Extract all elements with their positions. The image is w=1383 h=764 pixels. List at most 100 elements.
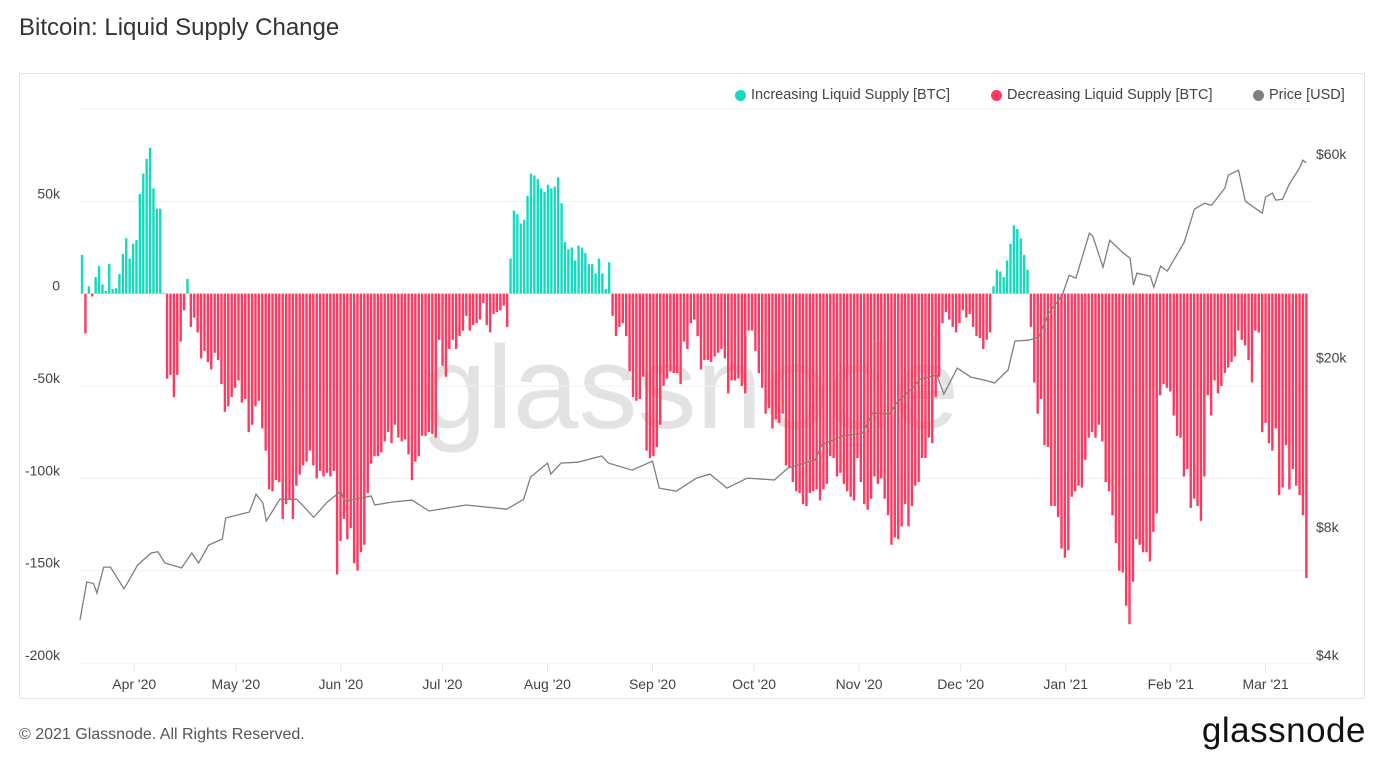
bar-decreasing — [903, 293, 907, 505]
bar-decreasing — [866, 293, 869, 510]
bar-increasing — [159, 208, 162, 294]
bar-decreasing — [920, 293, 924, 459]
bar-decreasing — [1067, 293, 1070, 551]
bar-decreasing — [1271, 293, 1274, 451]
bar-decreasing — [900, 293, 903, 527]
bar-decreasing — [706, 293, 710, 361]
bar-decreasing — [713, 293, 716, 357]
bar-decreasing — [1291, 293, 1294, 470]
bar-decreasing — [359, 293, 363, 553]
bar-decreasing — [369, 293, 373, 464]
bar-decreasing — [199, 293, 203, 359]
bar-increasing — [101, 284, 104, 294]
bar-decreasing — [665, 293, 669, 379]
legend-item-decreasing[interactable]: Decreasing Liquid Supply [BTC] — [991, 87, 1213, 103]
bar-decreasing — [710, 293, 713, 362]
bar-decreasing — [431, 293, 434, 435]
bar-decreasing — [210, 293, 213, 370]
bar-decreasing — [1050, 293, 1053, 507]
bar-decreasing — [1152, 293, 1155, 532]
bar-decreasing — [1118, 293, 1121, 571]
bar-decreasing — [1213, 293, 1216, 381]
bar-decreasing — [791, 293, 795, 483]
glassnode-logo: glassnode — [1201, 711, 1366, 750]
bar-decreasing — [478, 293, 482, 320]
bar-decreasing — [672, 293, 675, 374]
bar-decreasing — [1257, 293, 1260, 333]
bar-decreasing — [373, 293, 376, 457]
bar-increasing — [546, 184, 550, 294]
bar-decreasing — [237, 293, 240, 381]
bar-decreasing — [968, 293, 971, 314]
bar-increasing — [1012, 225, 1016, 294]
bar-decreasing — [662, 293, 665, 386]
bar-decreasing — [825, 293, 829, 484]
bar-decreasing — [971, 293, 975, 327]
bar-decreasing — [781, 293, 784, 414]
bar-increasing — [118, 274, 121, 294]
x-tick-label: May '20 — [212, 676, 261, 692]
bar-increasing — [97, 265, 101, 294]
bar-decreasing — [1029, 293, 1033, 327]
bar-decreasing — [213, 293, 216, 353]
bar-decreasing — [693, 293, 696, 320]
bar-decreasing — [621, 293, 624, 324]
bar-decreasing — [839, 293, 842, 473]
bar-decreasing — [761, 293, 764, 388]
y-right-tick-label: $8k — [1316, 519, 1340, 535]
bar-decreasing — [931, 293, 934, 444]
legend-dot-decreasing-icon — [991, 89, 1002, 101]
bar-decreasing — [1247, 293, 1250, 361]
bar-decreasing — [380, 293, 383, 453]
bar-decreasing — [788, 293, 791, 468]
bar-increasing — [522, 219, 526, 294]
bar-decreasing — [383, 293, 386, 442]
bar-decreasing — [829, 293, 832, 457]
legend-item-increasing[interactable]: Increasing Liquid Supply [BTC] — [735, 87, 950, 103]
bar-decreasing — [1281, 293, 1284, 488]
bar-decreasing — [424, 293, 427, 436]
bar-decreasing — [1172, 293, 1175, 416]
bar-decreasing — [261, 293, 264, 429]
bar-decreasing — [182, 293, 186, 311]
x-tick-label: Dec '20 — [937, 676, 984, 692]
bar-decreasing — [91, 293, 94, 297]
bar-decreasing — [308, 293, 312, 451]
bar-decreasing — [958, 293, 961, 324]
bar-decreasing — [676, 293, 679, 374]
bar-decreasing — [1073, 293, 1077, 492]
bar-decreasing — [880, 293, 883, 479]
bar-decreasing — [893, 293, 897, 538]
bar-decreasing — [1070, 293, 1073, 497]
bar-increasing — [560, 203, 563, 294]
bar-increasing — [536, 179, 539, 294]
bar-decreasing — [492, 293, 495, 314]
bar-decreasing — [325, 293, 329, 473]
bar-increasing — [543, 192, 546, 294]
bar-decreasing — [798, 293, 801, 494]
y-right-tick-label: $20k — [1316, 349, 1347, 365]
bar-decreasing — [1165, 293, 1169, 388]
bar-increasing — [512, 210, 516, 294]
bar-decreasing — [400, 293, 403, 442]
bar-decreasing — [699, 293, 703, 370]
bar-decreasing — [1148, 293, 1152, 562]
bar-decreasing — [730, 293, 733, 381]
x-tick-label: Jan '21 — [1043, 676, 1088, 692]
bar-increasing — [590, 264, 594, 294]
bar-decreasing — [179, 293, 182, 342]
legend-item-price[interactable]: Price [USD] — [1253, 87, 1345, 103]
bar-increasing — [992, 286, 995, 294]
bar-decreasing — [795, 293, 798, 492]
bar-decreasing — [295, 293, 298, 486]
bar-decreasing — [250, 293, 254, 425]
bar-decreasing — [937, 293, 941, 377]
bar-decreasing — [846, 293, 849, 492]
bar-decreasing — [322, 293, 325, 477]
bar-decreasing — [624, 293, 628, 337]
bar-increasing — [87, 286, 91, 294]
bar-decreasing — [784, 293, 788, 466]
watermark-logo: glassnode — [421, 322, 959, 454]
bar-decreasing — [244, 293, 247, 399]
bar-decreasing — [1294, 293, 1298, 486]
